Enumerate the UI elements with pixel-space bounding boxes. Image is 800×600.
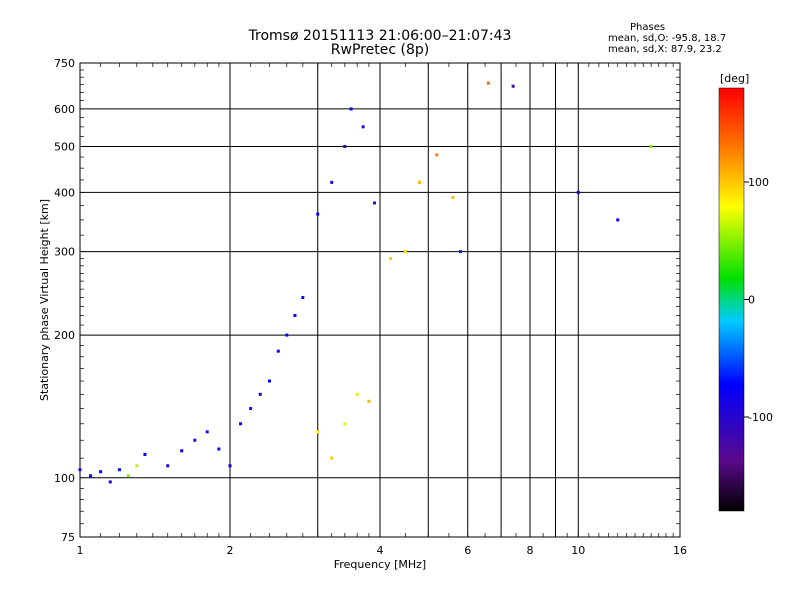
phase-stats-heading: Phases <box>630 22 666 33</box>
data-point <box>367 399 371 403</box>
data-point <box>389 257 393 261</box>
data-point <box>239 422 243 426</box>
x-tick-label: 10 <box>571 544 585 557</box>
x-tick-label: 8 <box>527 544 534 557</box>
data-point <box>276 349 280 353</box>
data-point <box>108 480 112 484</box>
data-point <box>486 81 490 85</box>
y-tick-label: 600 <box>54 103 75 116</box>
data-point <box>343 422 347 426</box>
data-point <box>205 430 209 434</box>
colorbar-ticks: -100 0 100 <box>744 176 773 424</box>
x-tick-label: 16 <box>673 544 687 557</box>
data-point <box>217 447 221 451</box>
axis-ticks: 1 2 4 6 8 10 16 75 100 200 300 400 500 600 750 <box>54 57 687 557</box>
data-point <box>249 407 253 411</box>
data-point <box>117 468 121 472</box>
data-point <box>417 180 421 184</box>
data-point <box>78 468 82 472</box>
x-tick-label: 2 <box>227 544 234 557</box>
y-tick-label: 200 <box>54 329 75 342</box>
y-tick-label: 750 <box>54 57 75 70</box>
data-point <box>511 84 515 88</box>
chart-subtitle: RwPretec (8p) <box>330 42 430 58</box>
y-axis-label: Stationary phase Virtual Height [km] <box>38 199 51 401</box>
y-tick-label: 500 <box>54 140 75 153</box>
data-point <box>143 452 147 456</box>
data-point <box>361 125 365 129</box>
data-point <box>576 190 580 194</box>
data-point <box>349 107 353 111</box>
x-tick-label: 4 <box>377 544 384 557</box>
data-point <box>293 313 297 317</box>
data-point <box>301 296 305 300</box>
grid-lines <box>80 63 680 537</box>
data-point <box>330 180 334 184</box>
data-point <box>403 250 407 254</box>
colorbar-tick-label: 100 <box>748 176 769 189</box>
data-point <box>316 430 320 434</box>
data-point <box>193 438 197 442</box>
data-point <box>343 144 347 148</box>
data-point <box>458 250 462 254</box>
y-tick-label: 75 <box>61 531 75 544</box>
data-point <box>135 464 139 468</box>
data-point <box>228 464 232 468</box>
data-point <box>316 212 320 216</box>
x-tick-label: 6 <box>464 544 471 557</box>
data-point <box>616 218 620 222</box>
colorbar-label: [deg] <box>720 72 749 85</box>
data-point <box>435 153 439 157</box>
chart-title: Tromsø 20151113 21:06:00–21:07:43 <box>248 28 512 44</box>
data-point <box>373 201 377 205</box>
data-point <box>285 333 289 337</box>
phase-stats-o: mean, sd,O: -95.8, 18.7 <box>608 33 727 44</box>
phase-stats-x: mean, sd,X: 87.9, 23.2 <box>608 44 722 55</box>
data-point <box>180 449 184 453</box>
data-point <box>267 379 271 383</box>
x-tick-label: 1 <box>77 544 84 557</box>
data-point <box>99 470 103 474</box>
data-point <box>649 144 653 148</box>
data-point <box>166 464 170 468</box>
y-tick-label: 400 <box>54 186 75 199</box>
colorbar-tick-label: -100 <box>748 411 773 424</box>
y-tick-label: 100 <box>54 472 75 485</box>
data-point <box>355 392 359 396</box>
x-axis-label: Frequency [MHz] <box>334 558 426 571</box>
y-tick-label: 300 <box>54 246 75 259</box>
data-point <box>330 456 334 460</box>
data-point <box>89 474 93 478</box>
data-point <box>126 474 130 478</box>
data-point <box>258 392 262 396</box>
data-points <box>78 81 653 484</box>
colorbar-tick-label: 0 <box>748 294 755 307</box>
colorbar <box>718 87 745 512</box>
data-point <box>451 196 455 200</box>
